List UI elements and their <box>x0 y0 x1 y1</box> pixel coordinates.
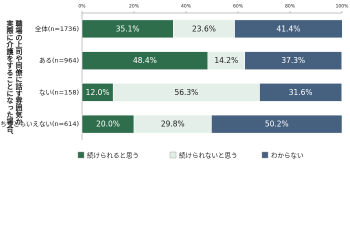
x-tick-label: 40% <box>181 4 192 10</box>
value-label: 41.4% <box>277 24 301 33</box>
legend-swatch <box>169 151 177 159</box>
legend-label: 続けられないと思う <box>179 151 238 160</box>
value-label: 20.0% <box>96 120 120 129</box>
bar-segment <box>244 51 342 70</box>
value-label: 31.6% <box>289 88 313 97</box>
x-tick-label: 100% <box>336 4 350 10</box>
bar-segment <box>259 83 342 102</box>
chart: 0% 20% 40% 60% 80% 100% 実際に介護をすることになった場合、 職場の上司… <box>0 4 350 160</box>
y-tick-label: 全体(n=1736) <box>35 24 79 33</box>
value-label: 23.6% <box>192 24 216 33</box>
value-label: 35.1% <box>116 24 140 33</box>
value-label: 29.8% <box>161 120 185 129</box>
value-label: 48.4% <box>133 56 157 65</box>
bar-segment <box>234 19 343 39</box>
value-label: 12.0% <box>86 88 110 97</box>
legend-swatch <box>77 151 85 159</box>
value-label: 37.3% <box>281 56 305 65</box>
y-tick-label: どちらともいえない(n=614) <box>0 120 79 128</box>
y-tick-label: ある(n=964) <box>39 57 79 65</box>
legend-label: 続けられると思う <box>87 151 139 160</box>
bar-segment <box>211 114 343 134</box>
value-label: 56.3% <box>174 88 198 97</box>
x-tick-label: 0% <box>78 4 86 10</box>
x-tick-label: 60% <box>233 4 244 10</box>
x-tick-label: 20% <box>129 4 140 10</box>
y-axis-label: 実際に介護をすることになった場合、 <box>6 19 15 139</box>
y-tick-label: ない(n=158) <box>39 88 79 96</box>
legend-swatch <box>261 151 269 159</box>
x-tick-label: 80% <box>285 4 296 10</box>
legend-label: わからない <box>271 152 304 160</box>
value-label: 14.2% <box>214 56 238 65</box>
value-label: 50.2% <box>265 120 289 129</box>
y-axis-label: 職場の上司や同僚に話す雰囲気か <box>15 19 24 125</box>
